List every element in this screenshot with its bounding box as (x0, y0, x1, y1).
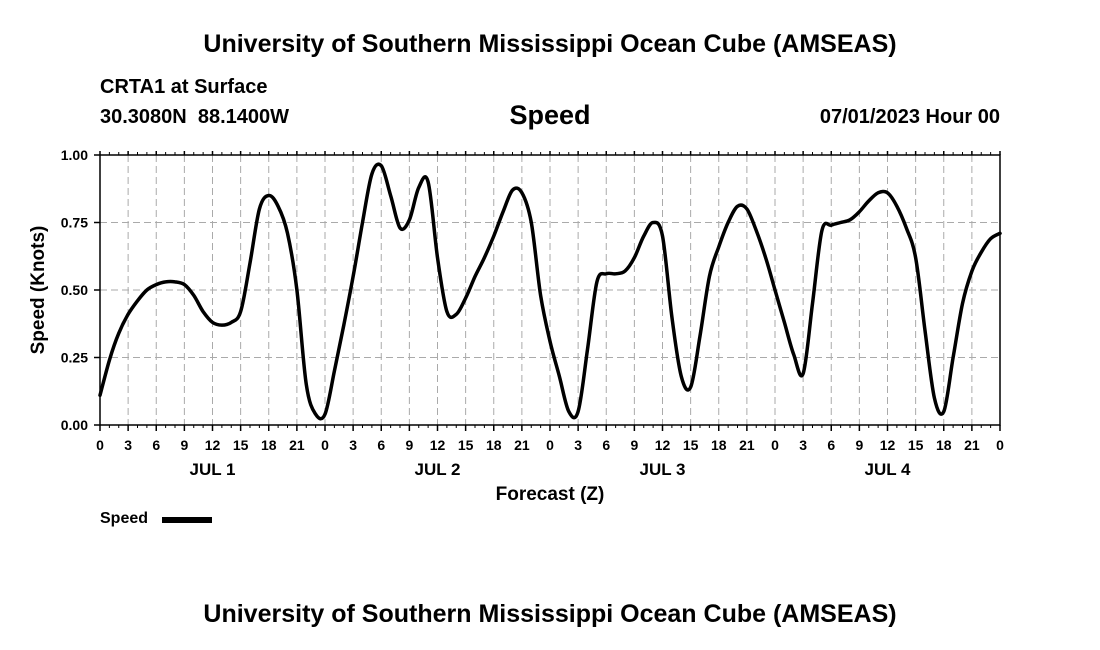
speed-series-line (98, 162, 1002, 421)
x-axis-title: Forecast (Z) (496, 484, 605, 505)
x-tick-label: 9 (630, 437, 638, 453)
y-axis-title: Speed (Knots) (28, 226, 49, 355)
forecast-datetime: 07/01/2023 Hour 00 (819, 106, 1000, 128)
grid-lines (100, 155, 1000, 425)
x-tick-label: 15 (908, 437, 924, 453)
footer-title: University of Southern Mississippi Ocean… (203, 600, 897, 628)
variable-title: Speed (509, 100, 591, 130)
x-tick-label: 18 (486, 437, 502, 453)
day-label: JUL 3 (640, 460, 686, 479)
x-tick-label: 15 (458, 437, 474, 453)
x-tick-label: 21 (964, 437, 980, 453)
x-tick-label: 6 (602, 437, 610, 453)
x-tick-label: 6 (152, 437, 160, 453)
x-tick-label: 0 (96, 437, 104, 453)
coordinates-label: 30.3080N 88.1400W (100, 106, 290, 128)
y-tick-label: 0.75 (61, 215, 88, 231)
x-tick-label: 18 (261, 437, 277, 453)
x-tick-labels: 0 3 6 9 12 15 18 21 0 3 6 9 12 15 18 21 0 3 6 9 12 15 18 21 0 3 6 9… (96, 437, 1004, 453)
x-tick-label: 3 (799, 437, 807, 453)
y-tick-label: 0.25 (61, 350, 88, 366)
legend-swatch (162, 517, 212, 523)
x-tick-label: 9 (180, 437, 188, 453)
x-tick-label: 15 (233, 437, 249, 453)
x-tick-label: 21 (739, 437, 755, 453)
x-tick-label: 12 (880, 437, 896, 453)
x-tick-label: 9 (855, 437, 863, 453)
day-labels: JUL 1 JUL 2 JUL 3 JUL 4 (190, 460, 912, 479)
day-label: JUL 4 (865, 460, 912, 479)
y-tick-label: 0.00 (61, 417, 88, 433)
x-tick-label: 18 (711, 437, 727, 453)
x-tick-label: 6 (377, 437, 385, 453)
chart-title: University of Southern Mississippi Ocean… (203, 30, 897, 58)
x-tick-label: 15 (683, 437, 699, 453)
x-tick-label: 3 (124, 437, 132, 453)
day-label: JUL 1 (190, 460, 236, 479)
x-tick-label: 21 (514, 437, 530, 453)
x-tick-label: 0 (321, 437, 329, 453)
y-tick-label: 1.00 (61, 147, 88, 163)
speed-chart: 0.00 0.25 0.50 0.75 1.00 0 3 6 9 12 15 18 21 0 3 6 9 12 1… (28, 147, 1004, 505)
x-tick-label: 12 (205, 437, 221, 453)
x-tick-label: 18 (936, 437, 952, 453)
x-tick-label: 6 (827, 437, 835, 453)
legend-label: Speed (100, 510, 149, 527)
x-tick-label: 0 (771, 437, 779, 453)
x-tick-label: 12 (430, 437, 446, 453)
station-label: CRTA1 at Surface (100, 76, 268, 98)
x-tick-label: 3 (349, 437, 357, 453)
y-tick-label: 0.50 (61, 282, 88, 298)
x-tick-label: 0 (996, 437, 1004, 453)
y-tick-labels: 0.00 0.25 0.50 0.75 1.00 (61, 147, 88, 433)
x-tick-label: 0 (546, 437, 554, 453)
x-tick-label: 3 (574, 437, 582, 453)
x-tick-label: 9 (405, 437, 413, 453)
x-tick-label: 12 (655, 437, 671, 453)
axis-ticks (94, 151, 1001, 431)
x-tick-label: 21 (289, 437, 305, 453)
day-label: JUL 2 (415, 460, 461, 479)
